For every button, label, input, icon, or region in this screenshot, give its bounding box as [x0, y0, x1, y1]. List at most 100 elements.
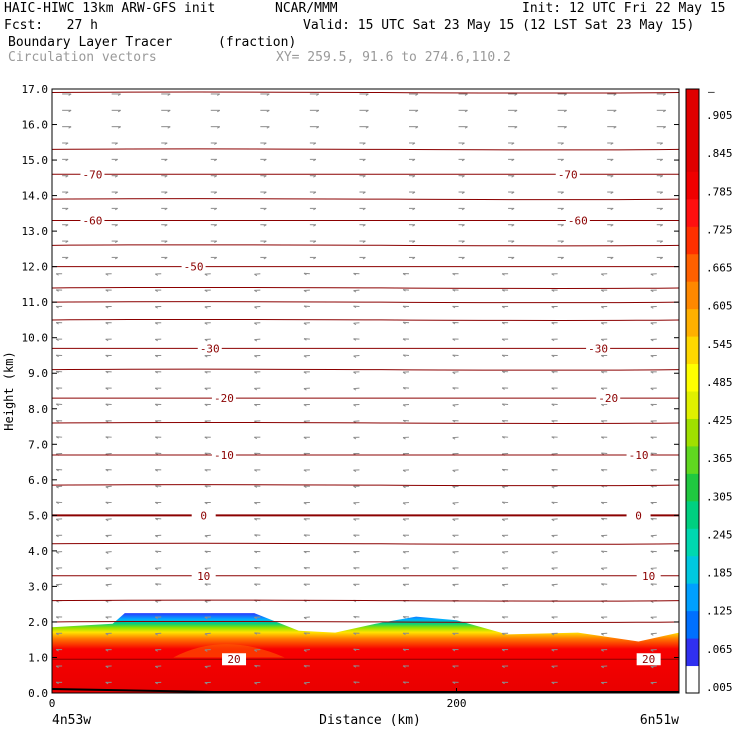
vector-head — [600, 436, 604, 439]
circulation-vector — [204, 485, 211, 488]
colorbar-swatch — [686, 89, 699, 117]
circulation-vector — [204, 273, 211, 277]
vector-head — [55, 338, 59, 342]
vector-head — [452, 387, 456, 390]
vector-head — [353, 502, 357, 505]
circulation-vector — [551, 387, 558, 390]
temperature-contour — [52, 219, 679, 222]
circulation-vector — [105, 551, 112, 554]
vector-head — [117, 109, 121, 113]
vector-head — [263, 142, 267, 145]
circulation-vector — [303, 632, 310, 635]
vector-head — [659, 256, 664, 260]
vector-head — [402, 404, 406, 407]
vector-head — [501, 387, 505, 390]
vector-head — [402, 583, 406, 587]
circulation-vector — [650, 681, 657, 685]
y-tick-label: 1.0 — [28, 651, 48, 664]
forecast-hour: Fcst: 27 h — [4, 18, 98, 33]
vector-head — [254, 665, 258, 668]
circulation-vector — [353, 518, 360, 521]
circulation-vector — [210, 175, 218, 178]
cross-section-coords: XY= 259.5, 91.6 to 274.6,110.2 — [276, 50, 511, 65]
vector-head — [402, 321, 406, 325]
vector-head — [659, 207, 664, 211]
circulation-vector — [254, 566, 261, 570]
vector-head — [402, 518, 406, 521]
vector-head — [55, 551, 59, 554]
vector-head — [600, 289, 604, 293]
vector-head — [551, 551, 555, 554]
circulation-vector — [303, 616, 310, 620]
vector-head — [452, 289, 456, 292]
vector-head — [105, 289, 109, 292]
vector-head — [303, 371, 307, 374]
vector-head — [204, 273, 208, 277]
circulation-vector — [111, 109, 121, 113]
vector-head — [551, 501, 555, 505]
vector-head — [154, 273, 158, 276]
vector-head — [263, 175, 267, 178]
vector-head — [613, 93, 617, 96]
circulation-vector — [161, 109, 171, 113]
circulation-vector — [55, 436, 63, 439]
circulation-vector — [353, 305, 360, 309]
circulation-vector — [155, 534, 162, 538]
circulation-vector — [55, 273, 63, 276]
contour-label: 10 — [642, 570, 655, 583]
vector-head — [461, 224, 465, 227]
vector-head — [551, 306, 555, 309]
circulation-vector — [508, 224, 515, 227]
x-tick-label: 0 — [49, 697, 56, 710]
circulation-vector — [353, 354, 360, 358]
y-tick-label: 13.0 — [22, 225, 49, 238]
circulation-vector — [452, 469, 459, 473]
circulation-vector — [656, 93, 667, 96]
circulation-vector — [303, 534, 310, 537]
vector-head — [650, 682, 654, 685]
circulation-vector — [359, 109, 369, 113]
circulation-vector — [408, 109, 419, 113]
vector-head — [362, 256, 366, 260]
circulation-vector — [359, 191, 366, 194]
circulation-vector — [55, 403, 63, 406]
vector-head — [114, 191, 118, 194]
circulation-vector — [402, 419, 410, 423]
circulation-vector — [452, 436, 459, 440]
vector-head — [412, 158, 416, 162]
vector-head — [501, 354, 505, 358]
circulation-vector — [650, 387, 657, 391]
vector-head — [560, 256, 564, 260]
vector-head — [362, 142, 366, 145]
circulation-vector — [62, 175, 69, 178]
vector-head — [650, 649, 654, 652]
temperature-contour — [52, 454, 679, 456]
vector-head — [55, 354, 59, 358]
temperature-contour — [52, 397, 679, 400]
circulation-vector — [254, 436, 261, 440]
vector-head — [167, 109, 171, 113]
circulation-vector — [303, 404, 310, 407]
circulation-vector — [105, 665, 112, 669]
circulation-vector — [458, 191, 465, 194]
vector-head — [105, 371, 109, 374]
circulation-vector — [303, 338, 310, 341]
circulation-vector — [254, 649, 261, 652]
vector-head — [263, 240, 267, 243]
vector-head — [353, 648, 357, 652]
contour-label-bg — [191, 509, 216, 522]
vector-head — [254, 404, 258, 407]
vector-head — [105, 567, 109, 571]
circulation-vector — [62, 256, 69, 260]
vector-head — [659, 175, 664, 178]
circulation-vector — [501, 485, 509, 489]
circulation-vector — [303, 485, 310, 489]
circulation-vector — [353, 583, 360, 587]
colorbar-label: .125 — [706, 605, 733, 618]
colorbar-label: .485 — [706, 376, 733, 389]
circulation-vector — [155, 567, 162, 571]
circulation-vector — [600, 371, 608, 374]
valid-time: Valid: 15 UTC Sat 23 May 15 (12 LST Sat … — [303, 18, 695, 33]
circulation-vector — [303, 469, 310, 472]
circulation-vector — [204, 305, 211, 309]
